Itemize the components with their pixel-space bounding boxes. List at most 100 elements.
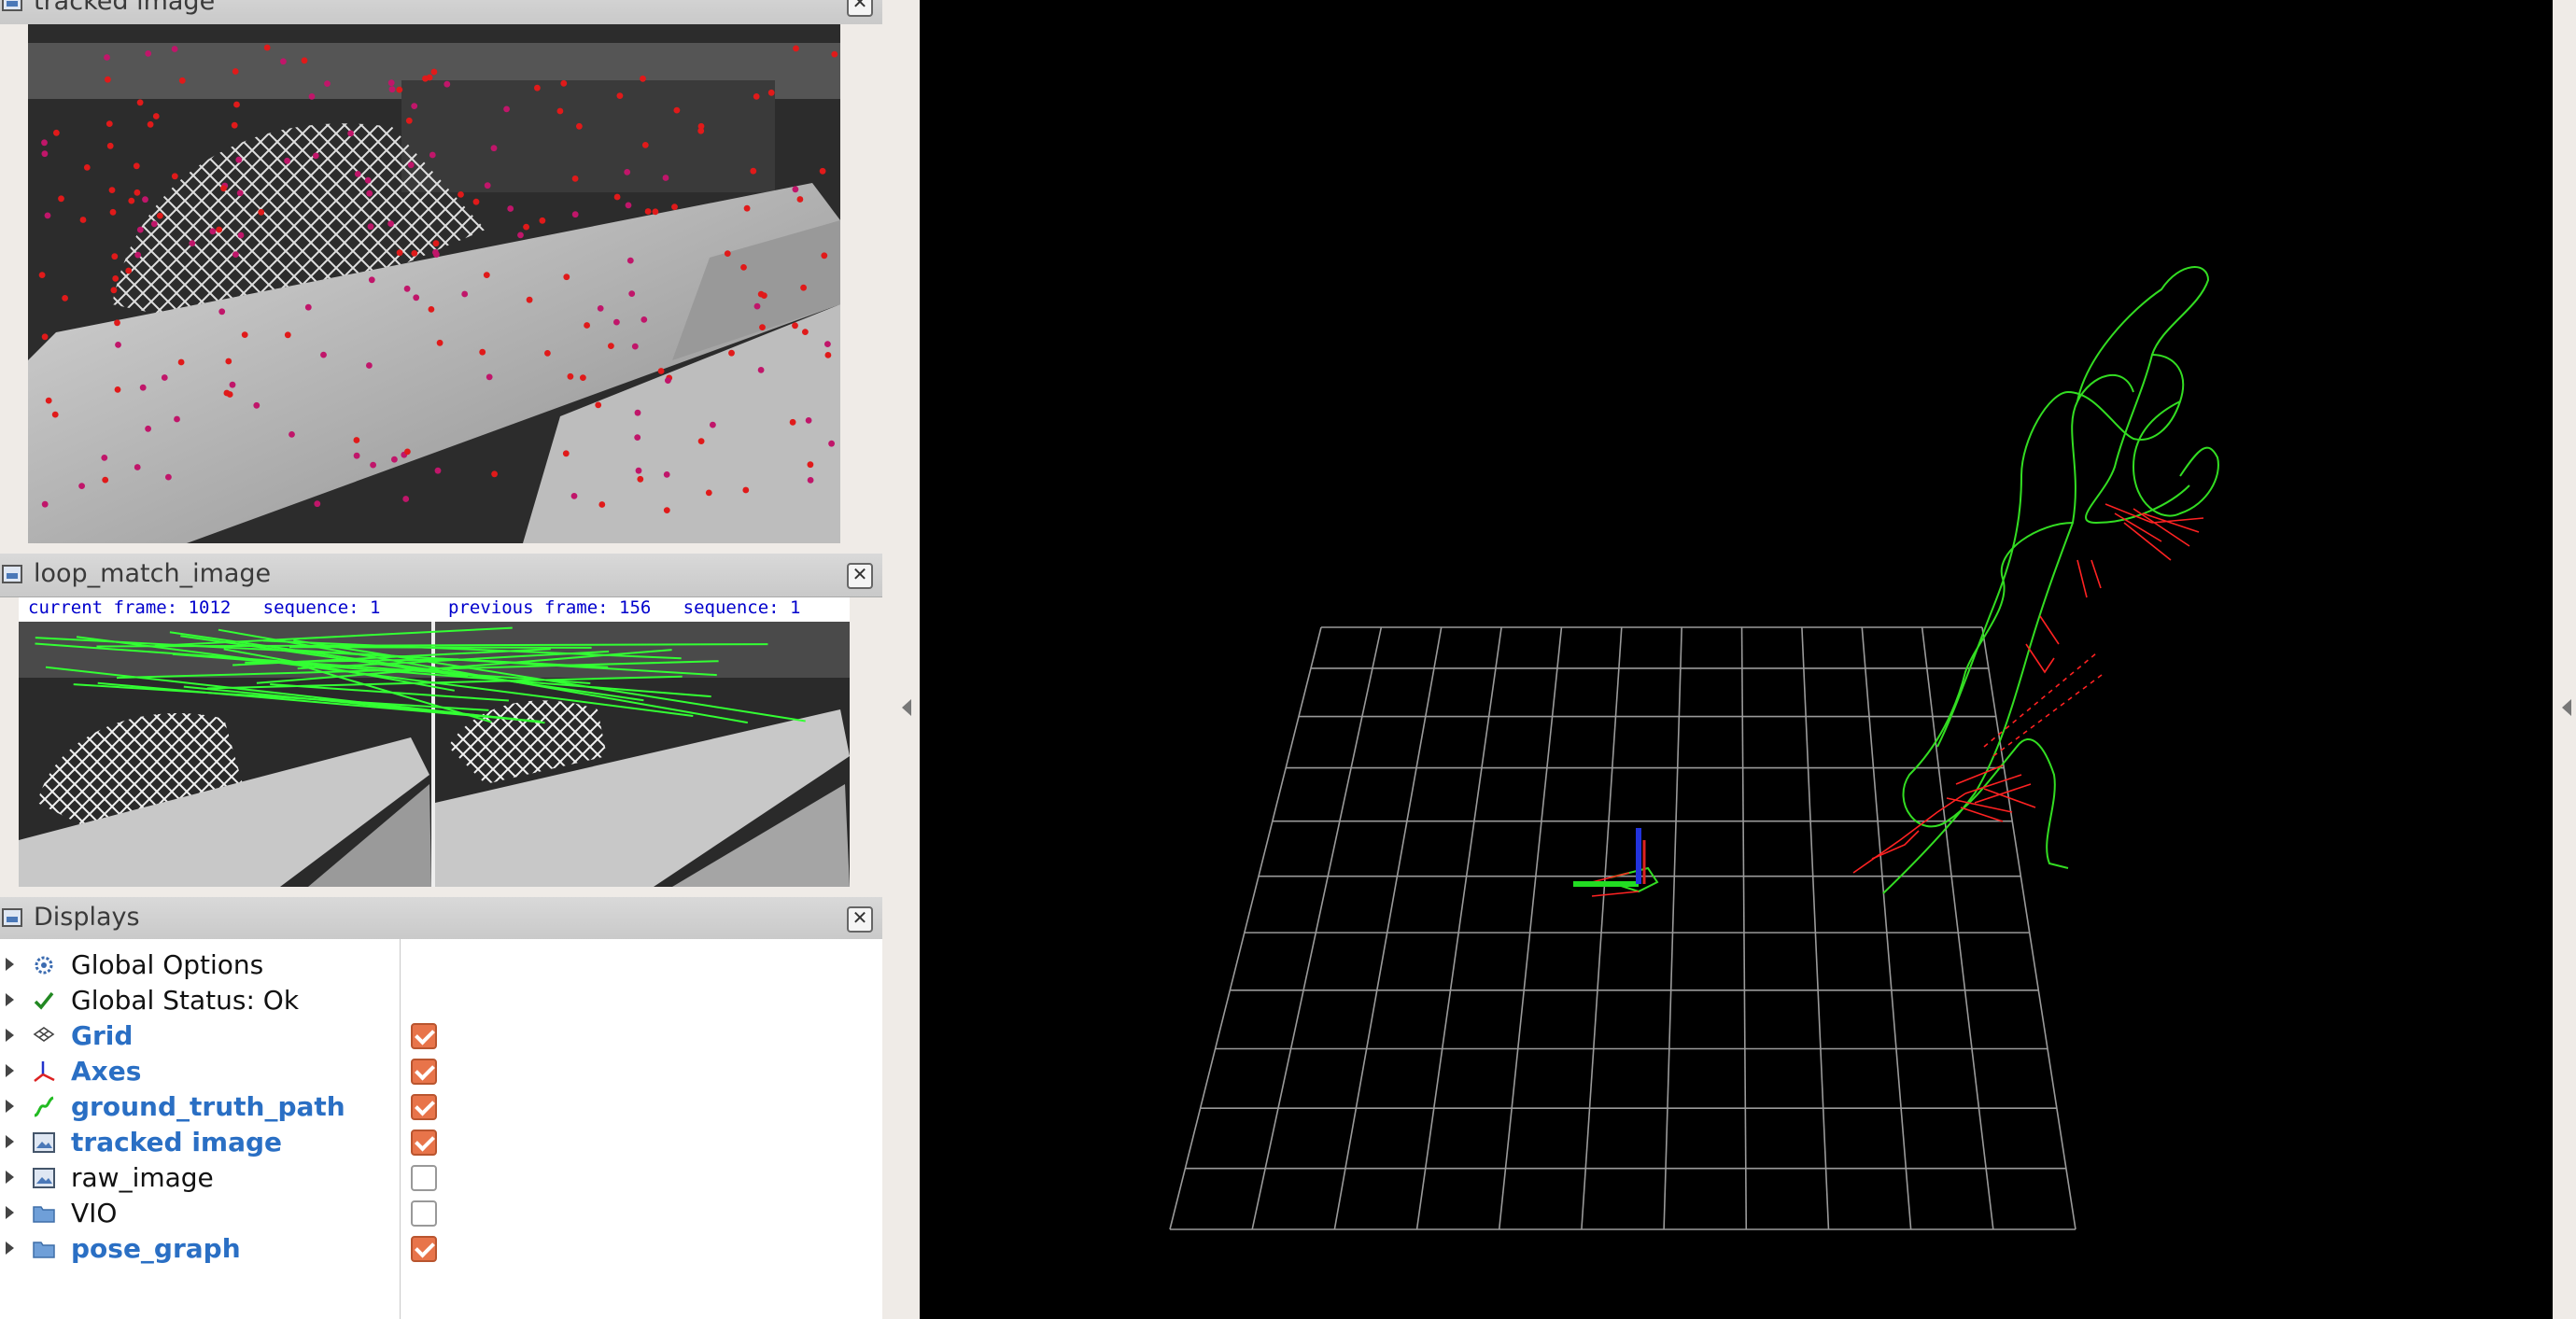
column-divider[interactable] [400,939,401,1319]
display-enabled-checkbox[interactable] [411,1200,437,1227]
display-item-global-options[interactable]: Global Options [0,947,878,982]
feature-point [403,285,411,292]
feature-point [616,92,624,99]
display-item-axes[interactable]: Axes [0,1053,878,1088]
feature-point [353,452,360,459]
feature-point [41,150,49,158]
path-icon [32,1095,56,1119]
feature-point [237,232,245,239]
display-item-tracked-image[interactable]: tracked image [0,1124,878,1159]
feature-point [753,302,761,310]
feature-point [301,57,308,64]
feature-point [83,164,91,171]
displays-panel-header[interactable]: Displays ✕ [0,897,882,941]
expand-arrow-icon[interactable] [6,1064,14,1077]
feature-point [613,318,620,326]
expand-arrow-icon[interactable] [6,1206,14,1219]
feature-point [821,252,828,260]
feature-point [411,250,418,257]
feature-point [41,333,49,341]
display-item-raw-image[interactable]: raw_image [0,1159,878,1195]
feature-point [534,84,541,91]
feature-point [396,86,403,93]
expand-arrow-icon[interactable] [6,958,14,971]
feature-point [79,217,87,223]
feature-point [644,208,652,215]
display-item-ground-truth-path[interactable]: ground_truth_path [0,1088,878,1124]
tracked-image-panel-header[interactable]: tracked image ✕ [0,0,882,25]
display-enabled-checkbox[interactable] [411,1130,437,1156]
loop-match-canvas [19,597,850,887]
feature-point [157,212,163,219]
right-dock-edge[interactable] [2553,0,2576,1319]
close-tracked-image-button[interactable]: ✕ [847,0,873,17]
display-enabled-checkbox[interactable] [411,1165,437,1191]
feature-point [793,45,799,52]
match-line [172,652,711,698]
feature-point [109,208,117,216]
feature-point [571,211,579,218]
expand-arrow-icon[interactable] [6,1100,14,1113]
collapse-left-arrow-icon[interactable] [902,699,911,716]
feature-point [625,202,632,209]
feature-point [484,182,491,189]
expand-arrow-icon[interactable] [6,993,14,1006]
feature-point [220,185,227,192]
display-enabled-checkbox[interactable] [411,1236,437,1262]
feature-point [523,223,529,231]
display-item-global-status-ok[interactable]: Global Status: Ok [0,982,878,1017]
feature-point [236,189,244,197]
feature-point [461,290,469,298]
feature-point [147,120,154,128]
display-item-label: raw_image [71,1162,214,1193]
feature-point [652,208,659,216]
tracked-image-canvas [0,24,882,543]
feature-point [104,54,110,61]
expand-right-arrow-icon[interactable] [2562,699,2571,716]
expand-arrow-icon[interactable] [6,1242,14,1255]
grid-line [1740,626,1748,1230]
feature-point [388,86,396,93]
feature-point [544,350,551,357]
feature-point [430,68,438,76]
feature-point [370,461,376,469]
3d-scene[interactable] [920,0,2553,1319]
checkmark-icon [32,989,56,1013]
feature-point [831,50,838,58]
loop-match-panel-header[interactable]: loop_match_image ✕ [0,554,882,597]
feature-point [189,240,196,246]
feature-point [263,44,271,51]
feature-point [232,68,239,75]
folder-icon [32,1237,56,1261]
close-loop-match-button[interactable]: ✕ [847,563,873,589]
grid-line [1169,626,1322,1230]
feature-point [405,117,413,124]
feature-point [807,461,814,469]
expand-arrow-icon[interactable] [6,1171,14,1184]
feature-point [289,431,295,438]
axes-marker [1573,828,1646,887]
display-item-vio[interactable]: VIO [0,1195,878,1230]
feature-point [761,292,767,299]
expand-arrow-icon[interactable] [6,1135,14,1148]
feature-point [112,275,120,282]
display-item-grid[interactable]: Grid [0,1017,878,1053]
feature-point [576,122,583,130]
grid-line [1581,626,1623,1230]
feature-point [608,343,614,349]
pose-graph-edges [1591,503,2204,897]
expand-arrow-icon[interactable] [6,1029,14,1042]
display-enabled-checkbox[interactable] [411,1059,437,1085]
3d-viewport[interactable] [920,0,2553,1319]
feature-point [312,152,319,160]
display-enabled-checkbox[interactable] [411,1094,437,1120]
display-item-pose-graph[interactable]: pose_graph [0,1230,878,1266]
display-enabled-checkbox[interactable] [411,1023,437,1049]
feature-point [253,401,260,409]
feature-point [710,421,716,428]
close-displays-button[interactable]: ✕ [847,906,873,933]
feature-point [436,339,443,346]
feature-point [429,151,436,159]
dock-splitter[interactable] [882,0,920,1319]
feature-point [280,58,287,65]
